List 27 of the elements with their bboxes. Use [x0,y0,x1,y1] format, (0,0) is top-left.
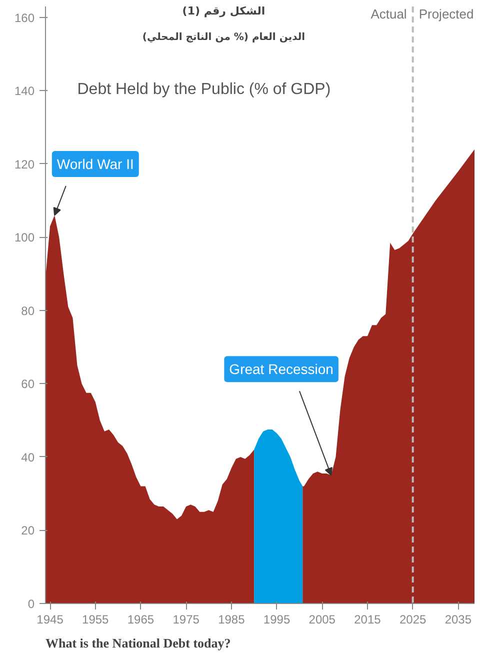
x-tick-label: 1955 [82,612,110,626]
annotation: Actual [370,6,407,22]
y-tick-label: 100 [14,230,35,245]
annotation: World War II [56,156,134,172]
y-tick-label: 120 [14,157,35,172]
x-tick-label: 1945 [36,612,64,626]
y-tick-label: 80 [21,304,35,318]
text: الدين العام (% من الناتج المحلي) [142,32,306,44]
y-tick-label: 0 [28,597,35,611]
x-tick-label: 1975 [172,612,200,626]
annotation: Projected [418,6,474,22]
y-tick-label: 140 [14,84,35,98]
x-tick-label: 2005 [308,612,336,626]
y-tick-label: 60 [21,377,35,392]
x-tick-label: 2015 [354,612,382,626]
x-tick-label: 1995 [263,612,290,626]
text: What is the National Debt today? [46,636,231,650]
annotation: Great Recession [229,361,334,378]
x-tick-label: 1965 [127,612,154,626]
x-tick-label: 2025 [399,612,426,626]
x-tick-label: 1985 [218,612,246,626]
chart-title: الشكل رقم (1) [182,4,266,18]
annotation: Debt Held by the Public (% of GDP) [77,81,331,98]
y-tick-label: 40 [21,450,35,464]
y-tick-label: 20 [21,524,35,538]
y-tick-label: 160 [14,10,35,25]
x-tick-label: 2035 [444,612,472,626]
